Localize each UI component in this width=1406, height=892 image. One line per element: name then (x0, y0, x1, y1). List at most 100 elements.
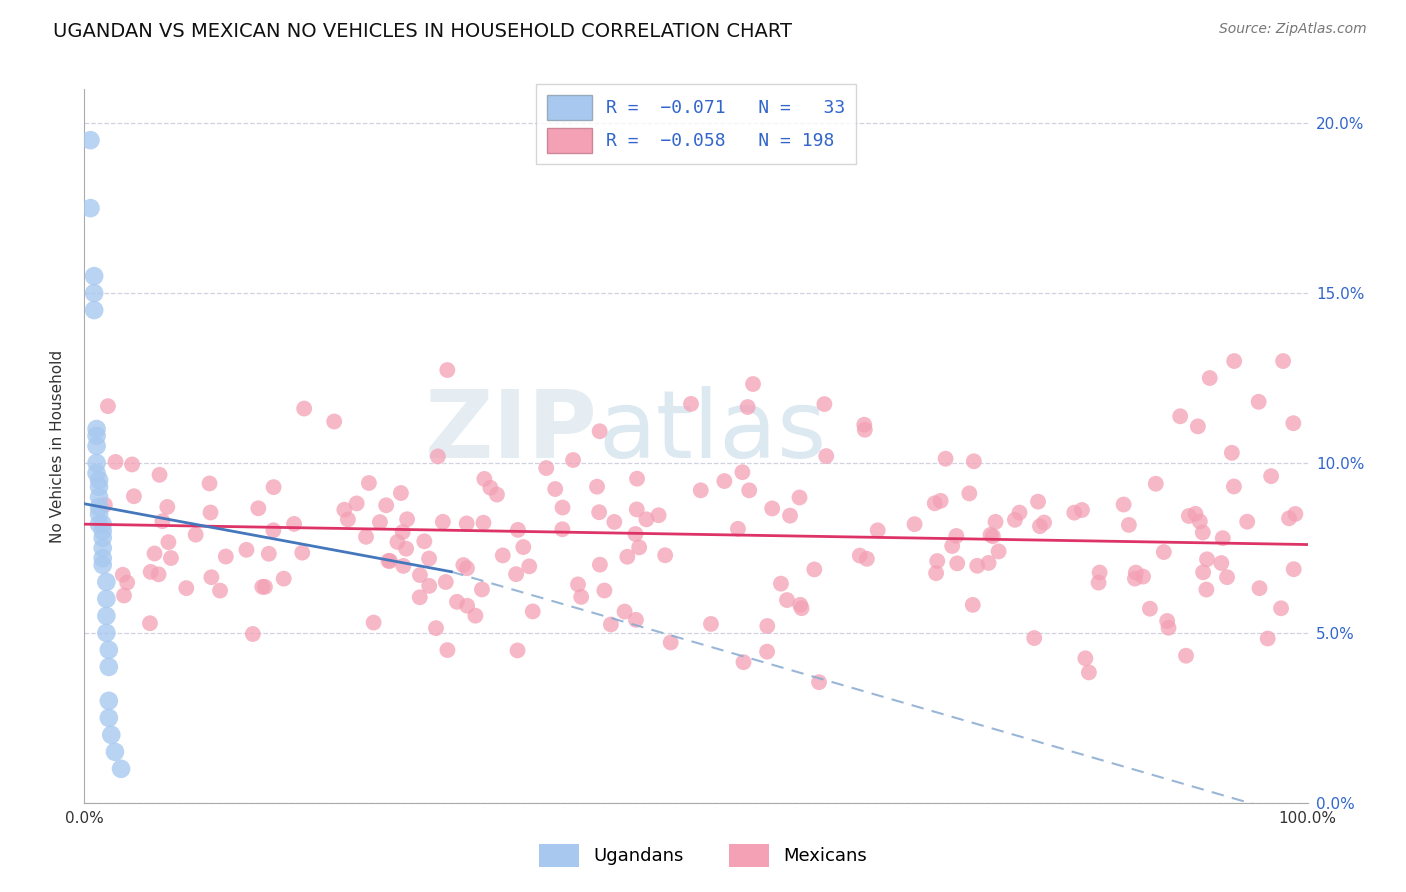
Point (86, 456, 108, 470)
Point (432, 515, 454, 529)
Point (453, 558, 475, 572)
Point (363, 615, 385, 630)
Point (472, 472, 495, 486)
Point (628, 541, 651, 555)
Point (981, 529, 1004, 543)
Point (756, 645, 779, 659)
Point (291, 546, 314, 560)
Point (1236, 515, 1258, 529)
Point (97, 643, 120, 657)
Point (392, 558, 415, 573)
Point (139, 616, 162, 631)
Point (79, 133, 101, 147)
Point (624, 527, 647, 541)
Point (1220, 446, 1243, 460)
Point (963, 454, 986, 468)
Point (387, 535, 409, 549)
Point (742, 377, 765, 392)
Point (409, 568, 432, 582)
Point (925, 566, 948, 581)
Point (79, 201, 101, 215)
Point (1112, 498, 1135, 512)
Point (104, 745, 127, 759)
Point (1192, 566, 1215, 580)
Point (1139, 601, 1161, 615)
Point (97, 711, 120, 725)
Point (354, 530, 377, 544)
Point (368, 515, 391, 529)
Point (1077, 665, 1099, 680)
Point (1223, 479, 1246, 493)
Point (156, 500, 179, 514)
Point (1118, 517, 1140, 532)
Point (1178, 508, 1201, 523)
Point (603, 515, 626, 529)
Point (713, 474, 735, 488)
Point (562, 453, 585, 467)
Point (1029, 519, 1052, 533)
Point (436, 363, 458, 377)
Point (1088, 566, 1111, 580)
Point (756, 619, 779, 633)
Point (935, 451, 957, 466)
Point (624, 613, 647, 627)
Point (929, 493, 952, 508)
Point (471, 582, 494, 597)
Point (91, 541, 114, 555)
Point (91, 551, 114, 566)
Point (377, 554, 399, 568)
Point (83, 269, 105, 284)
Point (945, 529, 967, 543)
Point (536, 461, 558, 475)
Point (83, 286, 105, 301)
Point (1033, 516, 1056, 530)
Point (87, 490, 110, 504)
Point (333, 502, 356, 516)
Point (927, 554, 949, 568)
Point (647, 508, 669, 523)
Point (86, 422, 108, 436)
Point (247, 501, 270, 516)
Point (738, 483, 761, 498)
Point (418, 579, 440, 593)
Point (1272, 354, 1295, 368)
Point (761, 501, 783, 516)
Point (434, 574, 457, 589)
Point (1153, 545, 1175, 559)
Point (1278, 511, 1301, 525)
Point (946, 557, 969, 571)
Point (446, 595, 468, 609)
Point (586, 480, 609, 494)
Point (115, 575, 138, 590)
Point (731, 465, 754, 479)
Point (263, 480, 285, 494)
Point (551, 522, 574, 536)
Point (1144, 476, 1167, 491)
Point (512, 540, 534, 554)
Point (357, 475, 380, 490)
Point (200, 570, 222, 584)
Point (776, 593, 799, 607)
Point (1284, 507, 1306, 521)
Point (1195, 582, 1218, 597)
Point (1156, 614, 1178, 628)
Point (689, 483, 711, 498)
Point (636, 512, 658, 526)
Point (789, 598, 811, 612)
Point (616, 549, 638, 564)
Point (157, 535, 180, 549)
Point (941, 539, 963, 553)
Point (977, 556, 1000, 570)
Point (813, 397, 835, 411)
Point (659, 635, 682, 649)
Point (1187, 419, 1209, 434)
Point (396, 512, 419, 526)
Point (544, 482, 567, 496)
Point (1026, 494, 1049, 508)
Point (242, 627, 264, 641)
Point (252, 580, 274, 594)
Point (96, 591, 118, 606)
Point (1257, 632, 1279, 646)
Point (100, 728, 122, 742)
Point (727, 522, 749, 536)
